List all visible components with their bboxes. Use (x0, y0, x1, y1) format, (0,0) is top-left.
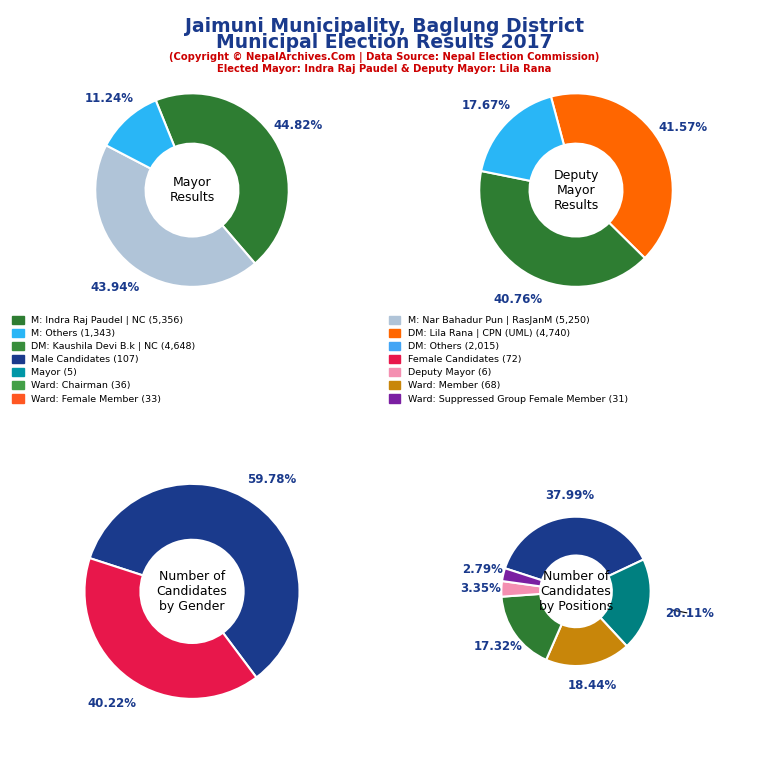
Text: 43.94%: 43.94% (91, 280, 140, 293)
Wedge shape (95, 145, 255, 286)
Legend: M: Indra Raj Paudel | NC (5,356), M: Others (1,343), DM: Kaushila Devi B.k | NC : M: Indra Raj Paudel | NC (5,356), M: Oth… (12, 316, 196, 403)
Text: 41.57%: 41.57% (658, 121, 707, 134)
Wedge shape (502, 581, 541, 597)
Text: 40.76%: 40.76% (493, 293, 542, 306)
Text: 11.24%: 11.24% (84, 92, 133, 105)
Text: Number of
Candidates
by Positions: Number of Candidates by Positions (539, 570, 613, 613)
Text: 18.44%: 18.44% (568, 679, 617, 692)
Text: Deputy
Mayor
Results: Deputy Mayor Results (553, 169, 599, 211)
Text: 20.11%: 20.11% (665, 607, 714, 620)
Text: 40.22%: 40.22% (88, 697, 137, 710)
Text: Municipal Election Results 2017: Municipal Election Results 2017 (216, 33, 552, 52)
Text: (Copyright © NepalArchives.Com | Data Source: Nepal Election Commission): (Copyright © NepalArchives.Com | Data So… (169, 51, 599, 62)
Wedge shape (90, 484, 300, 677)
Wedge shape (546, 617, 627, 666)
Text: 17.32%: 17.32% (474, 640, 522, 653)
Text: 3.35%: 3.35% (460, 581, 501, 594)
Wedge shape (84, 558, 257, 699)
Text: 2.79%: 2.79% (462, 564, 503, 577)
Wedge shape (551, 94, 673, 258)
Text: Number of
Candidates
by Gender: Number of Candidates by Gender (157, 570, 227, 613)
Text: 59.78%: 59.78% (247, 473, 296, 486)
Text: 17.67%: 17.67% (462, 99, 510, 112)
Text: 37.99%: 37.99% (545, 489, 594, 502)
Wedge shape (479, 171, 645, 286)
Text: Mayor
Results: Mayor Results (170, 176, 214, 204)
Legend: M: Nar Bahadur Pun | RasJanM (5,250), DM: Lila Rana | CPN (UML) (4,740), DM: Oth: M: Nar Bahadur Pun | RasJanM (5,250), DM… (389, 316, 627, 403)
Wedge shape (505, 517, 644, 581)
Wedge shape (156, 94, 289, 263)
Wedge shape (601, 560, 650, 646)
Text: 44.82%: 44.82% (273, 119, 323, 132)
Wedge shape (106, 101, 174, 169)
Wedge shape (481, 97, 564, 181)
Text: Elected Mayor: Indra Raj Paudel & Deputy Mayor: Lila Rana: Elected Mayor: Indra Raj Paudel & Deputy… (217, 64, 551, 74)
Text: Jaimuni Municipality, Baglung District: Jaimuni Municipality, Baglung District (184, 17, 584, 36)
Wedge shape (502, 568, 542, 587)
Wedge shape (502, 594, 561, 660)
